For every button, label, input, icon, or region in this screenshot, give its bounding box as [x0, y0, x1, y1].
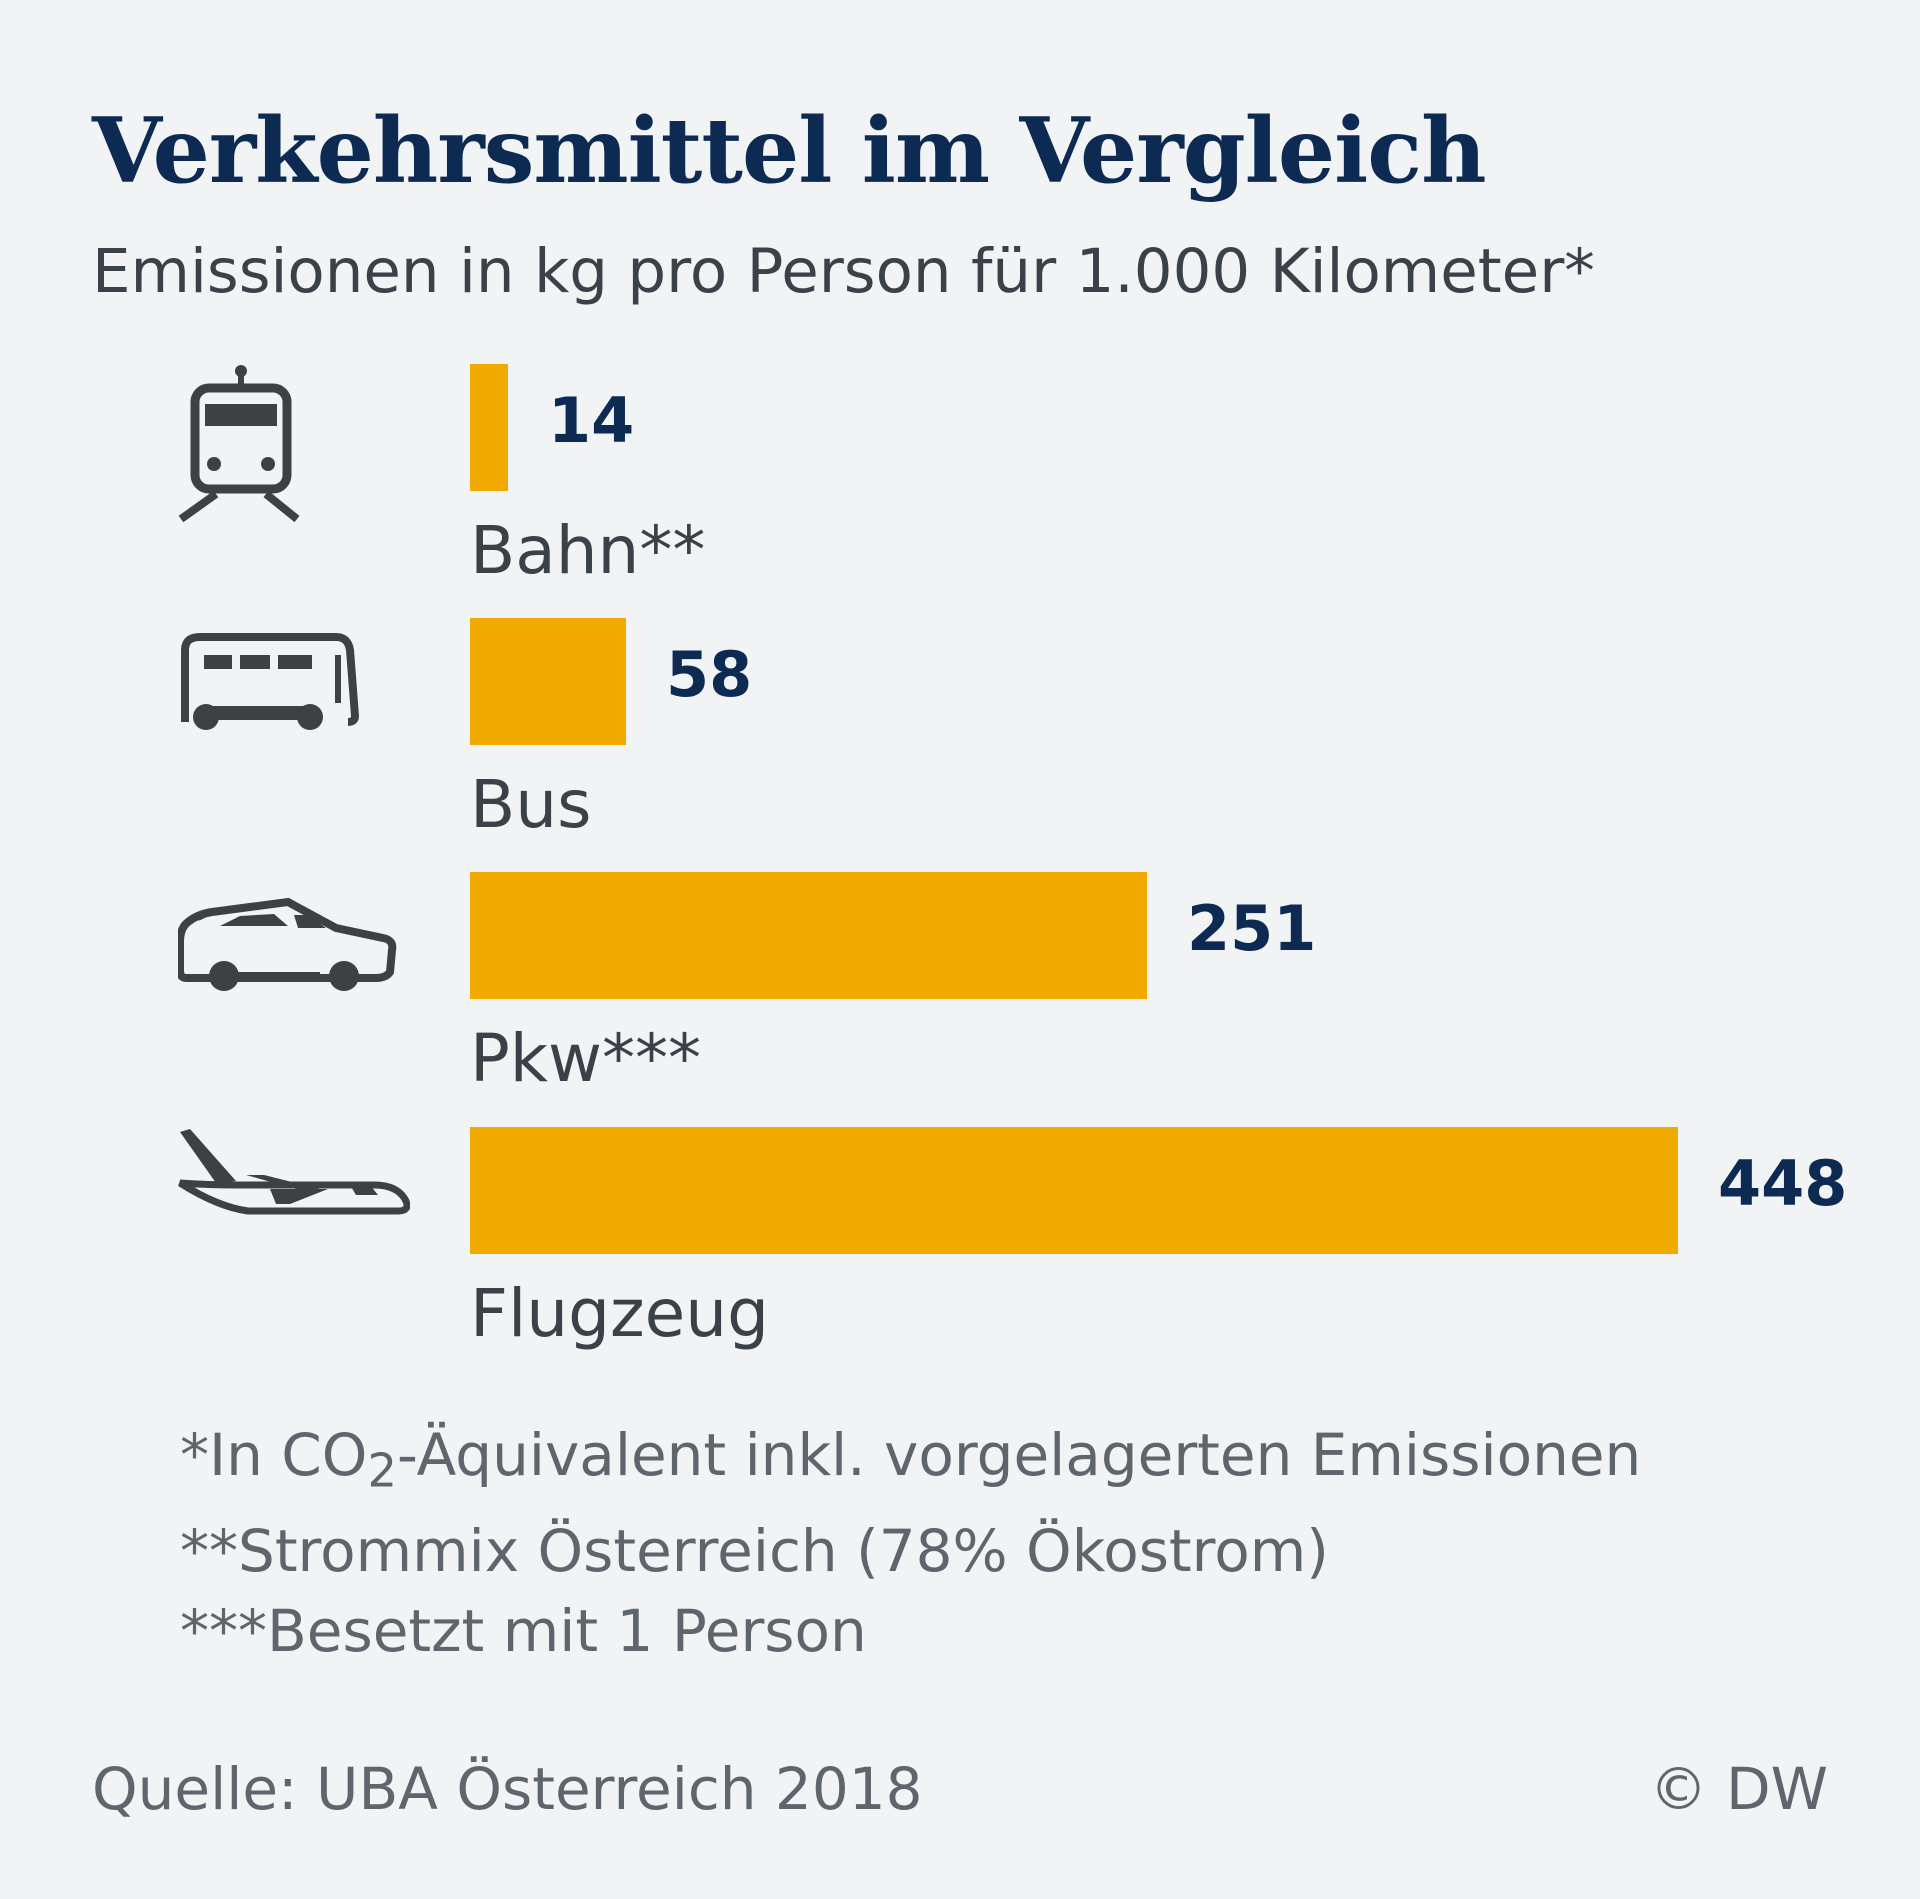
bar-value-label: 448	[1718, 1147, 1848, 1220]
bar	[470, 872, 1147, 999]
bar	[470, 618, 626, 745]
footnote-co2-prefix: *In CO	[180, 1421, 368, 1489]
footnote-besetzt: ***Besetzt mit 1 Person	[180, 1596, 867, 1665]
category-label: Bahn**	[470, 512, 706, 589]
source-label: Quelle: UBA Österreich 2018	[92, 1755, 923, 1823]
bar	[470, 364, 508, 491]
footnote-co2-subscript: 2	[367, 1443, 397, 1498]
bar-row: 251 Pkw***	[0, 872, 1920, 1102]
bus-icon	[178, 618, 410, 788]
footnotes: *In CO2-Äquivalent inkl. vorgelagerten E…	[180, 1415, 1641, 1671]
airplane-icon	[178, 1127, 410, 1297]
category-label: Pkw***	[470, 1020, 701, 1097]
bar-row: 14 Bahn**	[0, 364, 1920, 594]
footnote-co2-suffix: -Äquivalent inkl. vorgelagerten Emission…	[396, 1421, 1642, 1489]
category-label: Flugzeug	[470, 1275, 769, 1352]
bar-row: 58 Bus	[0, 618, 1920, 848]
chart-title: Verkehrsmittel im Vergleich	[92, 98, 1487, 204]
train-icon	[178, 364, 410, 534]
car-icon	[178, 872, 410, 1042]
bar-value-label: 14	[548, 384, 635, 457]
footnote-strommix: **Strommix Österreich (78% Ökostrom)	[180, 1516, 1329, 1585]
chart-subtitle: Emissionen in kg pro Person für 1.000 Ki…	[92, 236, 1595, 307]
bar-row: 448 Flugzeug	[0, 1127, 1920, 1357]
bar	[470, 1127, 1678, 1254]
bar-value-label: 251	[1187, 892, 1317, 965]
copyright-label: © DW	[1649, 1755, 1828, 1823]
footnote-co2: *In CO2-Äquivalent inkl. vorgelagerten E…	[180, 1415, 1641, 1511]
bar-value-label: 58	[666, 638, 753, 711]
category-label: Bus	[470, 766, 592, 843]
